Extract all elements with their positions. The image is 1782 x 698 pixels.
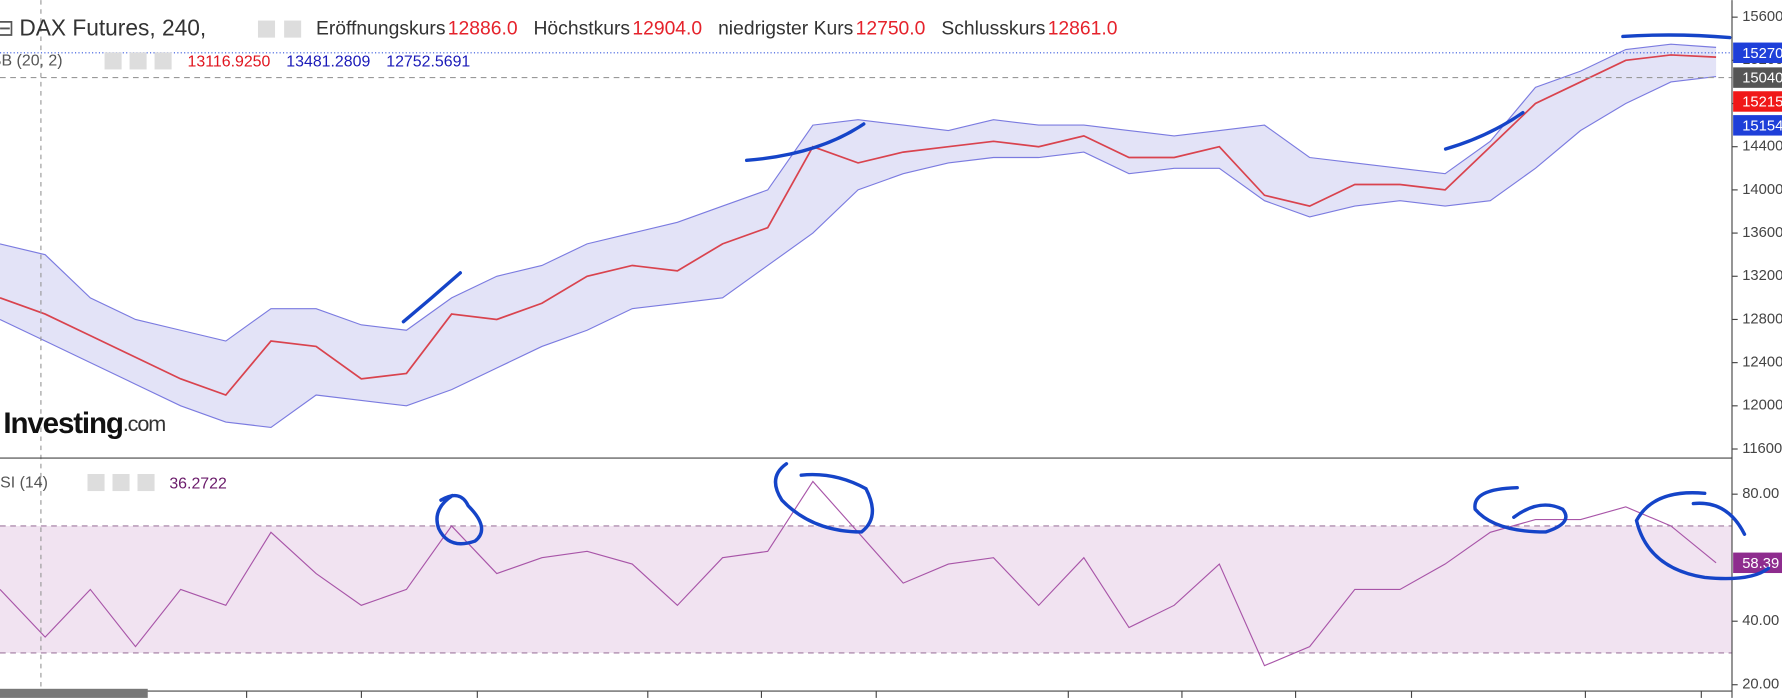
time-ticks xyxy=(246,691,1702,698)
field-value: 12886.0 xyxy=(448,19,518,40)
bb-value: 13481.2809 xyxy=(286,54,370,71)
price-badge-label: 15270 xyxy=(1742,46,1782,62)
scrollbar[interactable] xyxy=(0,688,148,698)
y-tick-label: 14000 xyxy=(1742,182,1782,198)
y-tick-label: 20.00 xyxy=(1742,677,1779,693)
y-tick-label: 13200 xyxy=(1742,268,1782,284)
y-tick-label: 11600 xyxy=(1742,441,1782,457)
symbol-title: DAX Futures, 240, xyxy=(19,15,206,41)
y-tick-label: 14400 xyxy=(1742,139,1782,155)
ohlc-fields: Eröffnungskurs 12886.0 Höchstkurs 12904.0 ni… xyxy=(316,19,1118,40)
y-tick-label: 12800 xyxy=(1742,311,1782,327)
field-value: 12904.0 xyxy=(632,19,702,40)
series-line xyxy=(0,54,1717,397)
price-badge-label: 15215 xyxy=(1742,95,1782,111)
bb-value: 12752.5691 xyxy=(386,54,470,71)
field-label: Höchstkurs xyxy=(533,19,630,40)
y-tick-label: 40.00 xyxy=(1742,613,1779,629)
field-label: Eröffnungskurs xyxy=(316,19,446,40)
field-value: 12750.0 xyxy=(856,19,926,40)
series-line xyxy=(0,43,1717,342)
menu-icon[interactable]: ⊟ xyxy=(0,15,15,41)
y-tick-label: 13600 xyxy=(1742,225,1782,241)
bb-label: BB (20, 2) xyxy=(0,53,63,70)
watermark-suffix: .com xyxy=(123,411,165,436)
series-line xyxy=(0,75,1717,429)
field-value: 12861.0 xyxy=(1048,19,1118,40)
price-badge-label: 15040 xyxy=(1742,71,1782,87)
price-badge xyxy=(1733,42,1782,64)
annotations xyxy=(401,33,1771,581)
watermark: Investing.com xyxy=(3,407,165,440)
rsi-badge-label: 58.39 xyxy=(1742,556,1779,572)
rsi-band xyxy=(0,525,1732,653)
rsi-label: RSI (14) xyxy=(0,474,48,491)
price-badge xyxy=(1733,115,1782,136)
field-label: niedrigster Kurs xyxy=(718,19,853,40)
y-tick-label: 12000 xyxy=(1742,398,1782,414)
y-tick-label: 12400 xyxy=(1742,355,1782,371)
price-badge xyxy=(1733,91,1782,112)
plot-layer: 11600 12000 12400 12800 13200 13600 14000 14400… xyxy=(0,9,1782,693)
price-badge-label: 15154 xyxy=(1742,118,1782,134)
bb-values: 13116.9250 13481.2809 12752.5691 xyxy=(188,54,471,71)
header-icons[interactable] xyxy=(87,20,302,492)
band-fill xyxy=(0,44,1717,428)
watermark-main: Investing xyxy=(3,407,123,440)
y-tick-label: 15600 xyxy=(1742,9,1782,25)
y-tick-label: 80.00 xyxy=(1742,486,1779,502)
field-label: Schlusskurs xyxy=(941,19,1045,40)
rsi-value: 36.2722 xyxy=(169,475,227,492)
bb-value: 13116.9250 xyxy=(188,54,271,71)
price-badge xyxy=(1733,67,1782,88)
